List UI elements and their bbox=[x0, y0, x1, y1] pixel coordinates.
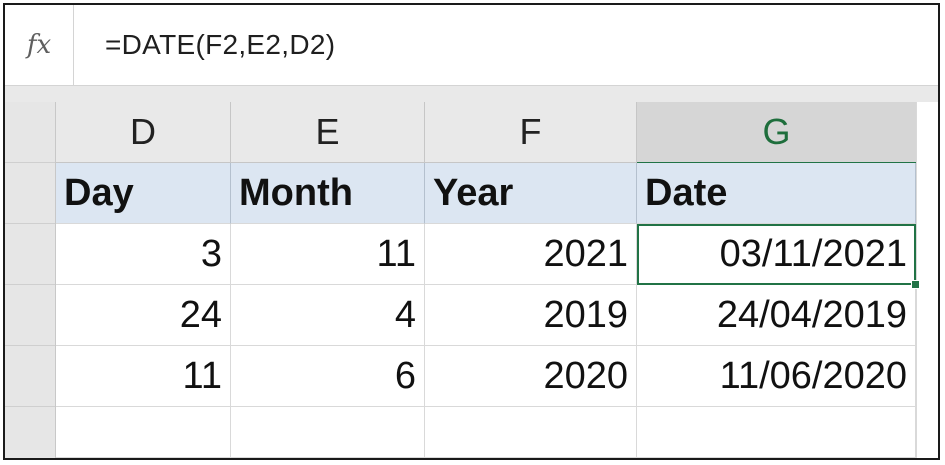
spreadsheet-window: fx =DATE(F2,E2,D2) D E F G Day Month Yea… bbox=[3, 3, 940, 460]
column-header-g[interactable]: G bbox=[637, 102, 917, 164]
empty-cell[interactable] bbox=[425, 407, 637, 458]
toolbar-gap bbox=[5, 86, 938, 102]
cell-day[interactable]: 11 bbox=[56, 346, 231, 407]
column-header-e[interactable]: E bbox=[231, 102, 425, 163]
cell-year[interactable]: 2020 bbox=[425, 346, 637, 407]
cell-header-month[interactable]: Month bbox=[231, 163, 425, 224]
fill-handle[interactable] bbox=[911, 280, 920, 289]
cell-day[interactable]: 24 bbox=[56, 285, 231, 346]
cell-month[interactable]: 11 bbox=[231, 224, 425, 285]
cell-month[interactable]: 4 bbox=[231, 285, 425, 346]
function-icon[interactable]: fx bbox=[5, 5, 74, 85]
cell-header-day[interactable]: Day bbox=[56, 163, 231, 224]
cell-header-date[interactable]: Date bbox=[637, 163, 916, 224]
cell-month[interactable]: 6 bbox=[231, 346, 425, 407]
formula-input[interactable]: =DATE(F2,E2,D2) bbox=[105, 29, 336, 60]
row-headers bbox=[5, 102, 56, 458]
cell-date[interactable]: 11/06/2020 bbox=[637, 346, 916, 407]
sheet-grid: D E F G Day Month Year Date 3 11 2021 03… bbox=[5, 102, 938, 458]
cell-date[interactable]: 24/04/2019 bbox=[637, 285, 916, 346]
column-header-d[interactable]: D bbox=[56, 102, 231, 163]
cell-day[interactable]: 3 bbox=[56, 224, 231, 285]
cell-header-year[interactable]: Year bbox=[425, 163, 637, 224]
cell-area: Day Month Year Date 3 11 2021 03/11/2021… bbox=[56, 163, 920, 458]
empty-cell[interactable] bbox=[231, 407, 425, 458]
cell-year[interactable]: 2019 bbox=[425, 285, 637, 346]
cell-year[interactable]: 2021 bbox=[425, 224, 637, 285]
cell-date-active[interactable]: 03/11/2021 bbox=[637, 224, 916, 285]
column-header-f[interactable]: F bbox=[425, 102, 637, 163]
formula-bar: fx =DATE(F2,E2,D2) bbox=[5, 5, 938, 86]
empty-cell[interactable] bbox=[56, 407, 231, 458]
empty-cell[interactable] bbox=[637, 407, 916, 458]
